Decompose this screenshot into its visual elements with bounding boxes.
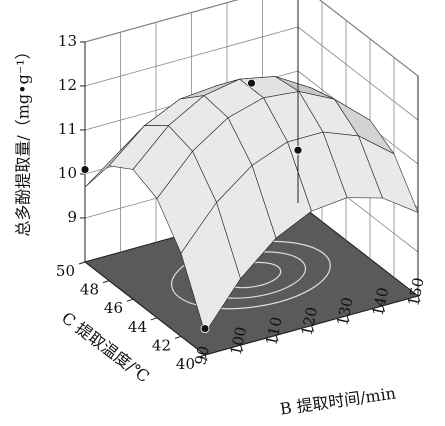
grid-line [297,26,419,121]
y-tick-label: 48 [80,281,99,299]
data-point [247,78,256,88]
data-point [200,324,210,334]
y-tick-label: 50 [56,262,75,280]
y-tick-label: 42 [152,336,171,354]
z-tick-label: 13 [58,32,77,50]
x-tick-label: 110 [262,315,286,347]
z-tick-label: 10 [58,164,77,182]
x-tick-label: 150 [404,276,428,308]
x-tick-label: 90 [191,344,213,366]
x-axis-title: B 提取时间/min [279,383,397,418]
surface-patch [180,201,241,334]
z-tick-label: 11 [58,120,77,138]
x-tick [204,354,208,362]
y-tick [126,298,134,302]
box-edge [84,261,206,356]
y-tick-label: 46 [104,299,123,317]
x-tick-label: 140 [369,286,393,318]
y-tick-label: 40 [176,355,195,373]
x-tick [382,305,385,312]
y-tick [174,335,182,339]
foreground: 9 10 11 12 13 90 100 110 120 130 140 150 40 42 44 46 48 5… [56,0,428,373]
grid-line [319,0,419,77]
data-point [293,145,303,155]
x-tick-label: 120 [298,305,322,337]
surface [84,76,419,334]
x-tick-label: 100 [227,325,251,357]
z-tick-label: 12 [58,76,77,94]
y-tick-label: 44 [128,318,147,336]
x-tick-label: 130 [333,296,357,328]
y-tick [102,280,110,284]
y-tick [198,354,206,358]
x-tick [240,345,243,352]
x-tick [417,295,421,303]
x-tick [346,315,350,322]
x-tick [311,325,314,332]
data-point [80,165,90,175]
z-axis-title: 总多酚提取量/（mg•g⁻¹） [14,43,33,236]
z-tick-label: 9 [67,208,77,226]
x-tick [275,335,279,342]
y-tick [150,317,158,321]
y-tick [78,261,86,265]
